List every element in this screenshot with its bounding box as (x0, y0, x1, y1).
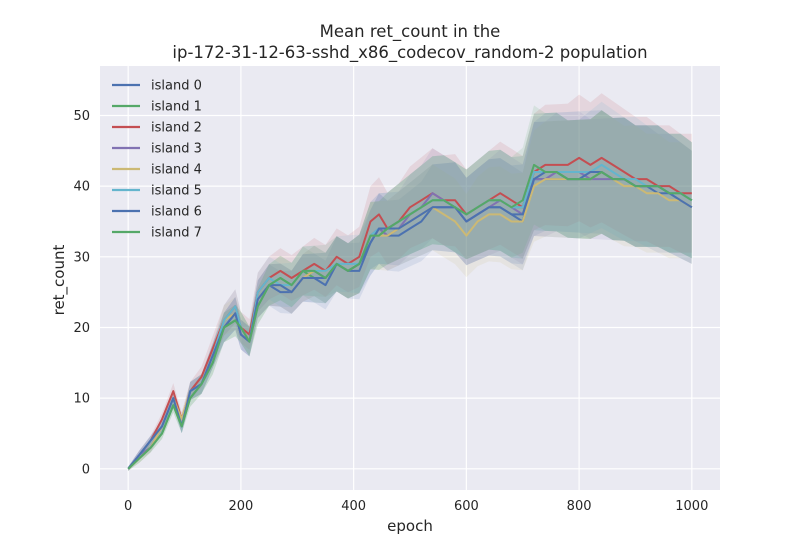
x-tick-label: 200 (228, 499, 253, 514)
y-tick-labels: 0 10 20 30 40 50 (73, 109, 90, 477)
legend-label: island 0 (151, 79, 202, 94)
band-island-0 (128, 110, 692, 471)
legend: island 0 island 1 island 2 island 3 island 4… (112, 79, 202, 241)
band-island-1 (128, 110, 692, 471)
x-tick-label: 400 (341, 499, 366, 514)
legend-label: island 2 (151, 121, 202, 136)
legend-label: island 4 (151, 163, 202, 178)
y-tick-label: 0 (82, 462, 90, 477)
chart-title-line2: ip-172-31-12-63-sshd_x86_codecov_random-… (172, 43, 647, 63)
legend-label: island 3 (151, 142, 202, 157)
grid-lines (100, 66, 720, 490)
x-tick-label: 0 (124, 499, 132, 514)
series-lines (127, 156, 693, 470)
band-island-2 (128, 93, 692, 471)
y-tick-label: 20 (73, 321, 90, 336)
legend-label: island 5 (151, 184, 202, 199)
y-tick-label: 10 (73, 392, 90, 407)
legend-label: island 1 (151, 100, 202, 115)
x-tick-labels: 0 200 400 600 800 1000 (124, 499, 708, 514)
confidence-bands (128, 93, 692, 471)
y-tick-label: 50 (73, 109, 90, 124)
plot-background (100, 66, 720, 490)
x-tick-label: 800 (567, 499, 592, 514)
x-tick-label: 600 (454, 499, 479, 514)
legend-label: island 6 (151, 205, 202, 220)
line-island-7 (127, 163, 693, 470)
band-island-7 (128, 105, 692, 471)
band-island-6 (128, 110, 692, 471)
band-island-3 (128, 111, 692, 471)
chart-title-line1: Mean ret_count in the (320, 22, 501, 42)
band-island-4 (128, 110, 692, 471)
y-axis-label: ret_count (50, 245, 69, 316)
x-tick-label: 1000 (675, 499, 708, 514)
y-tick-label: 30 (73, 250, 90, 265)
legend-label: island 7 (151, 226, 202, 241)
band-island-5 (128, 101, 692, 471)
x-axis-label: epoch (387, 517, 433, 535)
y-tick-label: 40 (73, 180, 90, 195)
